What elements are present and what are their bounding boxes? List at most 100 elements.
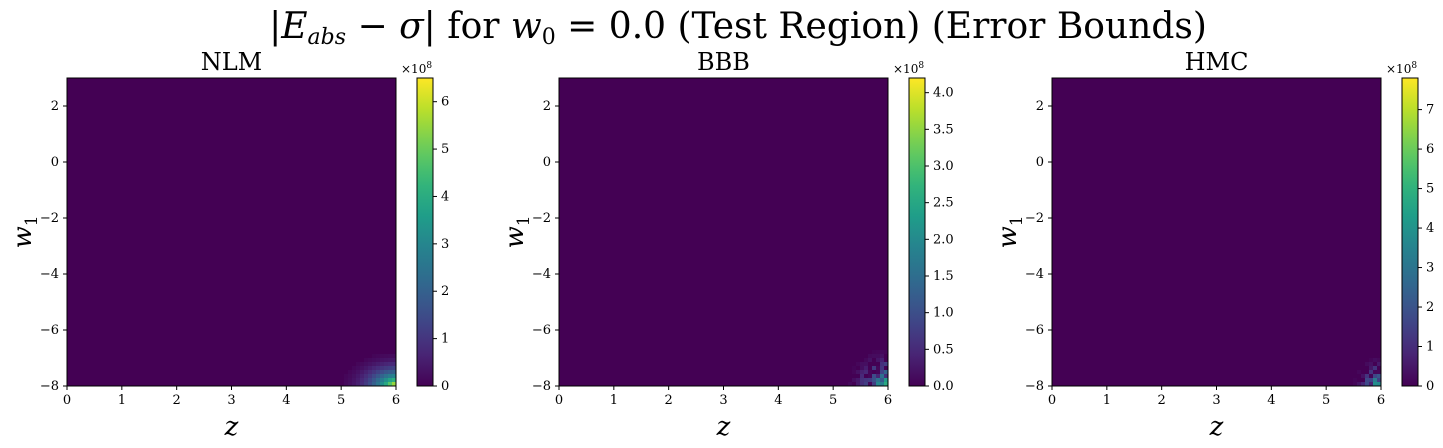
- y-axis-label-sub: 1: [22, 215, 42, 226]
- heatmap-cell: [352, 382, 356, 386]
- heatmap-cell: [388, 374, 392, 378]
- heatmap-cell: [392, 354, 396, 358]
- x-tick-label: 0: [1048, 393, 1056, 408]
- heatmap-cell: [1357, 382, 1361, 386]
- heatmap-cell: [392, 358, 396, 362]
- x-tick-label: 6: [884, 393, 892, 408]
- colorbar: [909, 78, 925, 386]
- x-tick-label: 3: [719, 393, 727, 408]
- heatmap-cell: [380, 378, 384, 382]
- heatmap-cell: [1365, 382, 1369, 386]
- heatmap-cell: [884, 370, 888, 374]
- y-tick-label: −6: [532, 323, 551, 338]
- heatmap-cell: [856, 362, 860, 366]
- y-axis-label: w1: [993, 215, 1027, 248]
- x-tick-label: 5: [1322, 393, 1330, 408]
- heatmap-cell: [348, 382, 352, 386]
- colorbar: [417, 78, 433, 386]
- heatmap-cell: [1353, 378, 1357, 382]
- suptitle-e: E: [280, 6, 307, 47]
- colorbar-tick-label: 3: [1426, 261, 1434, 276]
- heatmap-cell: [872, 382, 876, 386]
- heatmap-cell: [860, 362, 864, 366]
- heatmap-cell: [868, 374, 872, 378]
- heatmap-cell: [360, 382, 364, 386]
- heatmap-cell: [852, 366, 856, 370]
- heatmap-cell: [880, 350, 884, 354]
- heatmap-cell: [348, 374, 352, 378]
- heatmap-cell: [360, 366, 364, 370]
- heatmap-cell: [380, 370, 384, 374]
- colorbar-exponent: ×108: [1386, 61, 1417, 76]
- colorbar-tick-label: 6: [1426, 142, 1434, 157]
- heatmap-cell: [368, 378, 372, 382]
- heatmap-cell: [860, 370, 864, 374]
- heatmap-cell: [384, 366, 388, 370]
- x-tick-label: 1: [118, 393, 126, 408]
- heatmap-cell: [864, 358, 868, 362]
- heatmap-cell: [388, 366, 392, 370]
- heatmap-cell: [1369, 382, 1373, 386]
- heatmap-cell: [868, 354, 872, 358]
- colorbar-tick-label: 0.0: [933, 379, 954, 394]
- panel-title: BBB: [697, 48, 750, 76]
- heatmap-cell: [872, 350, 876, 354]
- heatmap-cell: [884, 382, 888, 386]
- heatmap-cell: [852, 378, 856, 382]
- heatmap-cell: [872, 354, 876, 358]
- x-tick-label: 0: [63, 393, 71, 408]
- y-tick-label: −4: [532, 267, 551, 282]
- heatmap-cell: [376, 362, 380, 366]
- heatmap-cell: [364, 370, 368, 374]
- heatmap-cell: [884, 378, 888, 382]
- heatmap-cell: [376, 378, 380, 382]
- heatmap-cell: [880, 374, 884, 378]
- y-tick-label: 0: [51, 155, 59, 170]
- heatmap-cell: [352, 370, 356, 374]
- heatmap-cell: [364, 366, 368, 370]
- heatmap-cell: [376, 358, 380, 362]
- heatmap-cell: [876, 350, 880, 354]
- heatmap-cell: [868, 358, 872, 362]
- x-axis-label: z: [1209, 412, 1224, 442]
- y-tick-label: −2: [40, 211, 59, 226]
- colorbar-exponent-base: ×10: [893, 62, 918, 76]
- heatmap-cell: [384, 362, 388, 366]
- y-tick-label: −6: [40, 323, 59, 338]
- x-tick-label: 2: [173, 393, 181, 408]
- heatmap-cell: [1353, 382, 1357, 386]
- heatmap-cell: [356, 378, 360, 382]
- heatmap-cell: [388, 354, 392, 358]
- heatmap-cell: [1361, 382, 1365, 386]
- colorbar-tick-label: 1.5: [933, 269, 954, 284]
- heatmap-cell: [372, 370, 376, 374]
- heatmap-cell: [864, 366, 868, 370]
- x-tick-label: 4: [1267, 393, 1275, 408]
- heatmap-cell: [376, 382, 380, 386]
- heatmap-cell: [384, 378, 388, 382]
- heatmap-cell: [392, 378, 396, 382]
- heatmap-cell: [880, 354, 884, 358]
- figure-suptitle: |Eabs − σ| for w0 = 0.0 (Test Region) (E…: [269, 6, 1207, 50]
- heatmap-cell: [868, 382, 872, 386]
- heatmap-cell: [872, 374, 876, 378]
- colorbar-tick-label: 4: [441, 189, 449, 204]
- heatmap-cell: [364, 362, 368, 366]
- heatmap-cell: [364, 358, 368, 362]
- heatmap-cell: [1369, 366, 1373, 370]
- heatmap-cell: [880, 370, 884, 374]
- y-tick-label: 2: [1036, 99, 1044, 114]
- heatmap-cell: [1377, 382, 1381, 386]
- heatmap-cell: [348, 370, 352, 374]
- suptitle-for: for: [436, 6, 511, 47]
- heatmap-cell: [352, 366, 356, 370]
- heatmap-cell: [376, 354, 380, 358]
- heatmap-cell: [1369, 370, 1373, 374]
- colorbar-tick-label: 1: [441, 332, 449, 347]
- x-tick-label: 5: [337, 393, 345, 408]
- heatmap-cell: [1369, 362, 1373, 366]
- heatmap-cell: [876, 378, 880, 382]
